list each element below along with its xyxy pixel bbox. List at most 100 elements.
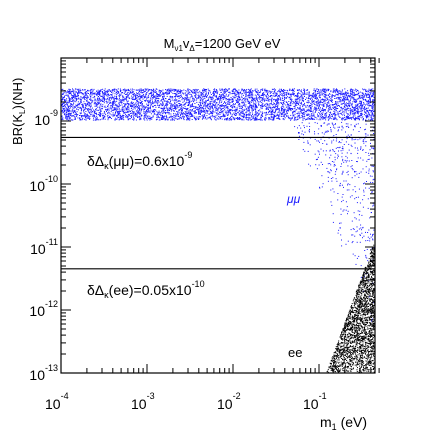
point-mumu — [100, 100, 102, 102]
point-mumu — [327, 115, 329, 117]
point-mumu — [303, 112, 305, 114]
point-mumu — [68, 106, 70, 107]
point-mumu — [156, 93, 158, 95]
point-mumu — [344, 119, 346, 121]
point-mumu — [109, 100, 111, 102]
point-mumu — [360, 97, 361, 99]
point-mumu — [298, 101, 300, 103]
point-mumu — [359, 118, 360, 120]
point-mumu — [170, 99, 172, 101]
point-mumu — [227, 109, 229, 111]
point-mumu — [69, 99, 70, 101]
point-mumu — [239, 107, 241, 109]
point-mumu — [198, 109, 200, 111]
point-mumu — [187, 102, 189, 104]
point-mumu — [347, 118, 349, 119]
point-mumu — [365, 89, 367, 91]
point-mumu — [199, 112, 201, 114]
point-mumu — [308, 98, 310, 100]
point-mumu — [251, 92, 253, 94]
point-mumu — [321, 110, 323, 111]
point-mumu — [96, 103, 98, 105]
point-mumu — [79, 99, 81, 101]
point-mumu — [324, 98, 326, 100]
point-mumu — [342, 95, 344, 97]
point-mumu — [139, 99, 141, 101]
point-mumu — [300, 110, 302, 112]
point-mumu — [82, 93, 84, 94]
point-mumu — [333, 106, 335, 108]
point-mumu — [283, 92, 285, 94]
point-mumu — [339, 117, 341, 118]
point-mumu — [352, 97, 353, 99]
point-mumu — [125, 108, 127, 110]
point-mumu — [321, 117, 323, 119]
point-mumu — [235, 109, 237, 110]
point-mumu — [162, 103, 164, 105]
point-mumu — [193, 116, 195, 118]
point-mumu — [155, 104, 157, 106]
point-mumu — [175, 94, 177, 96]
point-mumu — [214, 106, 216, 108]
point-mumu — [271, 90, 273, 92]
point-mumu — [200, 100, 201, 102]
point-mumu — [134, 114, 136, 116]
point-mumu — [204, 98, 206, 99]
point-mumu — [144, 108, 146, 109]
point-mumu — [176, 94, 178, 95]
point-mumu — [118, 101, 120, 103]
point-mumu — [180, 103, 182, 105]
point-mumu — [206, 89, 207, 90]
point-mumu — [231, 101, 233, 102]
point-mumu — [208, 99, 209, 101]
point-mumu — [302, 108, 304, 110]
point-mumu — [235, 103, 236, 105]
point-mumu — [340, 93, 342, 95]
point-mumu — [228, 94, 230, 96]
point-mumu — [116, 98, 118, 100]
point-mumu — [372, 105, 374, 107]
point-mumu — [122, 96, 124, 98]
point-mumu — [201, 118, 203, 120]
point-mumu — [329, 112, 331, 114]
point-mumu — [342, 103, 344, 104]
point-mumu — [91, 88, 93, 90]
point-mumu — [270, 115, 272, 117]
point-mumu — [287, 110, 289, 112]
point-mumu — [272, 116, 274, 118]
point-mumu — [140, 118, 142, 120]
point-mumu — [342, 99, 343, 101]
point-mumu — [111, 91, 112, 93]
point-mumu — [366, 103, 368, 105]
point-mumu — [306, 92, 308, 94]
point-mumu — [267, 92, 268, 94]
point-mumu — [86, 91, 88, 93]
point-mumu — [143, 95, 145, 97]
point-mumu — [281, 116, 283, 117]
point-mumu — [232, 109, 234, 111]
point-mumu — [322, 108, 324, 110]
point-mumu — [277, 97, 279, 99]
point-mumu — [330, 91, 332, 93]
point-mumu — [361, 110, 363, 112]
point-mumu — [268, 90, 270, 92]
point-mumu — [238, 114, 240, 116]
point-mumu — [232, 117, 234, 119]
point-mumu — [228, 101, 229, 103]
point-mumu — [311, 119, 313, 120]
point-mumu — [161, 111, 163, 113]
point-mumu — [269, 111, 270, 112]
point-mumu — [351, 117, 353, 118]
point-mumu — [83, 112, 85, 114]
point-mumu — [341, 103, 343, 105]
point-mumu — [221, 95, 223, 97]
point-mumu — [246, 91, 248, 93]
point-mumu — [179, 90, 181, 92]
point-mumu — [147, 101, 149, 103]
point-mumu — [281, 102, 283, 104]
point-mumu — [334, 113, 336, 115]
point-mumu — [122, 116, 124, 118]
point-mumu — [276, 92, 278, 94]
point-mumu — [279, 119, 281, 120]
plot-area — [60, 57, 380, 374]
